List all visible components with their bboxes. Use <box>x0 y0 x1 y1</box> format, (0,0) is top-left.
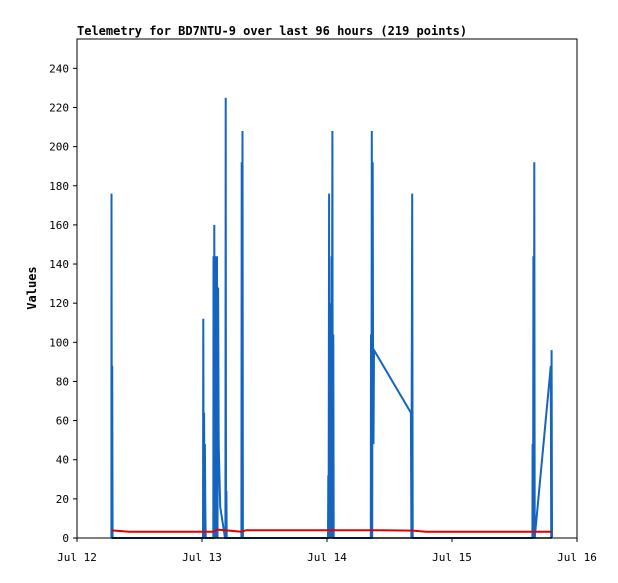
x-tick-label: Jul 13 <box>182 551 222 564</box>
series-line-1 <box>110 97 553 539</box>
y-tick-label: 240 <box>49 62 69 75</box>
x-tick-label: Jul 14 <box>307 551 347 564</box>
y-tick-label: 80 <box>56 375 69 388</box>
chart-title: Telemetry for BD7NTU-9 over last 96 hour… <box>77 24 467 38</box>
plot-frame <box>76 38 578 539</box>
y-tick-label: 40 <box>56 454 69 467</box>
y-tick-label: 60 <box>56 415 69 428</box>
y-tick-label: 180 <box>49 180 69 193</box>
plot-area: 0 20 40 60 80 100 120 140 160 180 200 220 240 Jul 12 J… <box>49 38 597 564</box>
y-tick-label: 20 <box>56 493 69 506</box>
y-tick-label: 100 <box>49 336 69 349</box>
y-axis-label: Values <box>25 266 39 309</box>
y-tick-label: 0 <box>62 532 69 545</box>
y-tick-label: 160 <box>49 219 69 232</box>
x-tick-label: Jul 16 <box>557 551 597 564</box>
y-tick-label: 140 <box>49 258 69 271</box>
y-tick-label: 120 <box>49 297 69 310</box>
x-tick-label: Jul 15 <box>432 551 472 564</box>
y-tick-label: 220 <box>49 101 69 114</box>
series-line-2 <box>111 528 552 533</box>
y-tick-label: 200 <box>49 141 69 154</box>
x-tick-label: Jul 12 <box>57 551 97 564</box>
